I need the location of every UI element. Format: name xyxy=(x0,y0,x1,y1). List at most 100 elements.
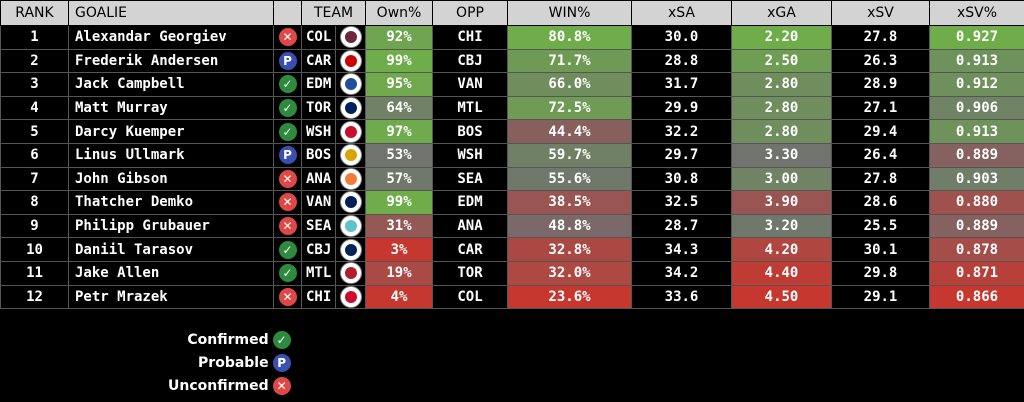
table-row: 7 John Gibson ✕ ANA 57% SEA 55.6% 30.8 3.00 27.8 0… xyxy=(0,166,1024,192)
x-icon: ✕ xyxy=(278,217,297,236)
goalie-name: Thatcher Demko xyxy=(68,190,274,215)
own-pct-cell: 53% xyxy=(365,142,433,168)
legend-label: Confirmed xyxy=(187,331,269,348)
xsvp-cell: 0.871 xyxy=(929,260,1024,286)
status-cell: ✓ xyxy=(273,237,302,262)
own-pct-cell: 99% xyxy=(365,190,433,215)
win-pct-cell: 38.5% xyxy=(507,190,632,215)
header-own[interactable]: Own% xyxy=(365,0,433,26)
status-cell: ✕ xyxy=(273,284,302,310)
team-logo-icon xyxy=(339,285,362,308)
team-logo-icon xyxy=(339,167,362,190)
legend-label: Unconfirmed xyxy=(168,377,269,394)
x-icon: ✕ xyxy=(278,169,297,188)
check-icon: ✓ xyxy=(278,240,297,259)
x-icon: ✕ xyxy=(272,376,291,395)
opp-cell: VAN xyxy=(432,72,508,97)
win-pct-cell: 59.7% xyxy=(507,142,632,168)
header-xsvp[interactable]: xSV% xyxy=(929,0,1024,26)
opp-cell: CHI xyxy=(432,25,508,50)
team-abbrev: COL xyxy=(301,25,336,50)
team-logo-mark xyxy=(344,102,357,115)
xsvp-cell: 0.866 xyxy=(929,284,1024,310)
team-logo-mark xyxy=(344,149,357,162)
xsa-cell: 30.0 xyxy=(631,25,732,50)
status-cell: ✓ xyxy=(273,95,302,121)
xga-cell: 2.80 xyxy=(731,72,832,97)
xsv-cell: 29.4 xyxy=(831,119,930,144)
xsvp-cell: 0.913 xyxy=(929,119,1024,144)
xsvp-cell: 0.927 xyxy=(929,25,1024,50)
team-logo-cell xyxy=(335,260,366,286)
xsv-cell: 27.8 xyxy=(831,25,930,50)
team-logo-mark xyxy=(344,78,357,91)
xga-cell: 4.20 xyxy=(731,237,832,262)
opp-cell: ANA xyxy=(432,213,508,239)
status-cell: ✓ xyxy=(273,72,302,97)
status-cell: ✕ xyxy=(273,190,302,215)
team-logo-cell xyxy=(335,213,366,239)
xga-cell: 4.50 xyxy=(731,284,832,310)
win-pct-cell: 23.6% xyxy=(507,284,632,310)
team-logo-mark xyxy=(344,243,357,256)
header-win[interactable]: WIN% xyxy=(507,0,632,26)
team-logo-icon xyxy=(339,144,362,167)
goalie-name: John Gibson xyxy=(68,166,274,192)
xsv-cell: 30.1 xyxy=(831,237,930,262)
header-opp[interactable]: OPP xyxy=(432,0,508,26)
win-pct-cell: 48.8% xyxy=(507,213,632,239)
table-row: 8 Thatcher Demko ✕ VAN 99% EDM 38.5% 32.5 3.90 28… xyxy=(0,190,1024,215)
win-pct-cell: 32.8% xyxy=(507,237,632,262)
opp-cell: TOR xyxy=(432,260,508,286)
header-rank[interactable]: RANK xyxy=(0,0,69,26)
opp-cell: SEA xyxy=(432,166,508,192)
goalie-name: Darcy Kuemper xyxy=(68,119,274,144)
goalie-name: Petr Mrazek xyxy=(68,284,274,310)
xsvp-cell: 0.912 xyxy=(929,72,1024,97)
check-icon: ✓ xyxy=(278,122,297,141)
xsv-cell: 28.9 xyxy=(831,72,930,97)
own-pct-cell: 64% xyxy=(365,95,433,121)
table-row: 4 Matt Murray ✓ TOR 64% MTL 72.5% 29.9 2.80 27.1 0… xyxy=(0,95,1024,121)
header-goalie[interactable]: GOALIE xyxy=(68,0,274,26)
xga-cell: 2.20 xyxy=(731,25,832,50)
goalie-name: Alexandar Georgiev xyxy=(68,25,274,50)
xga-cell: 3.90 xyxy=(731,190,832,215)
x-icon: ✕ xyxy=(278,287,297,306)
opp-cell: MTL xyxy=(432,95,508,121)
own-pct-cell: 95% xyxy=(365,72,433,97)
status-cell: ✕ xyxy=(273,25,302,50)
rank-cell: 12 xyxy=(0,284,69,310)
header-xga[interactable]: xGA xyxy=(731,0,832,26)
own-pct-cell: 97% xyxy=(365,119,433,144)
table-row: 9 Philipp Grubauer ✕ SEA 31% ANA 48.8% 28.7 3.20… xyxy=(0,213,1024,239)
team-abbrev: CAR xyxy=(301,48,336,74)
win-pct-cell: 72.5% xyxy=(507,95,632,121)
own-pct-cell: 99% xyxy=(365,48,433,74)
rank-cell: 10 xyxy=(0,237,69,262)
rank-cell: 3 xyxy=(0,72,69,97)
team-logo-cell xyxy=(335,284,366,310)
team-abbrev: ANA xyxy=(301,166,336,192)
header-status xyxy=(273,0,302,26)
header-xsv[interactable]: xSV xyxy=(831,0,930,26)
goalie-name: Frederik Andersen xyxy=(68,48,274,74)
xga-cell: 3.30 xyxy=(731,142,832,168)
legend-item-probable: Probable P xyxy=(168,351,291,374)
goalie-name: Matt Murray xyxy=(68,95,274,121)
own-pct-cell: 31% xyxy=(365,213,433,239)
header-team[interactable]: TEAM xyxy=(301,0,366,26)
xsa-cell: 34.3 xyxy=(631,237,732,262)
team-logo-cell xyxy=(335,25,366,50)
team-abbrev: TOR xyxy=(301,95,336,121)
xsa-cell: 28.7 xyxy=(631,213,732,239)
goalie-name: Jack Campbell xyxy=(68,72,274,97)
rank-cell: 6 xyxy=(0,142,69,168)
team-logo-icon xyxy=(339,49,362,72)
team-logo-cell xyxy=(335,237,366,262)
xsv-cell: 27.1 xyxy=(831,95,930,121)
table-row: 10 Daniil Tarasov ✓ CBJ 3% CAR 32.8% 34.3 4.20 30… xyxy=(0,237,1024,262)
team-logo-icon xyxy=(339,26,362,49)
header-xsa[interactable]: xSA xyxy=(631,0,732,26)
status-cell: P xyxy=(273,48,302,74)
